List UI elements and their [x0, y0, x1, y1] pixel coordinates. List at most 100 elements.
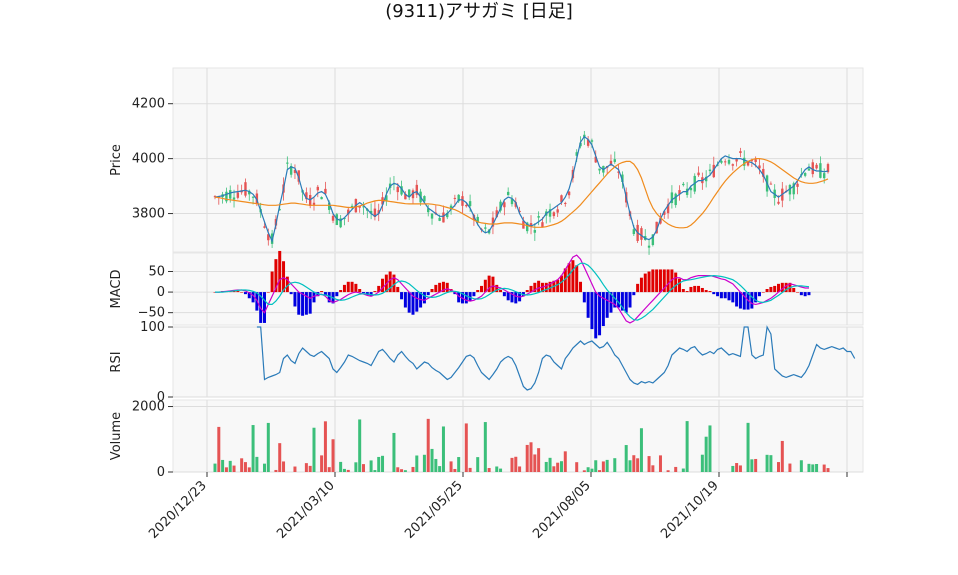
macd-hist-bar	[266, 292, 270, 293]
volume-bar	[556, 462, 560, 472]
macd-hist-bar	[666, 269, 670, 293]
macd-hist-bar	[624, 292, 628, 313]
candle-body	[461, 196, 464, 206]
candle-body	[815, 164, 818, 169]
candle-body	[769, 183, 773, 185]
macd-hist-bar	[708, 291, 712, 293]
candle-body	[564, 202, 567, 204]
macd-hist-bar	[468, 292, 472, 302]
volume-bar	[323, 421, 327, 472]
candle-body	[244, 182, 247, 196]
macd-hist-bar	[358, 289, 362, 293]
candle-body	[446, 212, 449, 218]
macd-hist-bar	[655, 269, 659, 293]
macd-hist-bar	[396, 286, 400, 293]
macd-hist-bar	[719, 292, 723, 299]
volume-bar	[594, 460, 598, 472]
macd-hist-bar	[361, 292, 365, 294]
candle-body	[514, 202, 517, 207]
x-tick-label: 2021/03/10	[274, 478, 338, 542]
price-ma-long-line	[214, 158, 829, 229]
macd-hist-bar	[472, 292, 476, 297]
candle-body	[617, 171, 620, 173]
volume-ytick-label: 2000	[132, 400, 165, 415]
volume-bar	[822, 464, 826, 472]
candle-body	[537, 216, 540, 218]
price-ma-short-line	[214, 135, 829, 243]
volume-bar	[308, 465, 312, 472]
macd-hist-bar	[262, 292, 266, 323]
volume-bar	[746, 422, 750, 472]
candle-body	[541, 222, 544, 227]
candle-body	[567, 191, 571, 196]
candle-body	[396, 186, 399, 193]
macd-hist-bar	[453, 292, 457, 295]
volume-ytick-label: 0	[157, 465, 165, 480]
macd-hist-bar	[495, 284, 499, 293]
macd-hist-bar	[601, 292, 605, 327]
candle-body	[286, 162, 289, 164]
candle-body	[613, 159, 616, 162]
macd-hist-bar	[723, 292, 727, 299]
macd-hist-bar	[342, 284, 346, 293]
macd-hist-bar	[400, 292, 404, 300]
volume-bar	[533, 454, 537, 472]
macd-hist-bar	[575, 265, 579, 293]
macd-hist-bar	[792, 287, 796, 293]
macd-hist-bar	[731, 292, 735, 303]
candle-body	[723, 161, 727, 163]
volume-bar	[358, 419, 362, 472]
candle-body	[495, 210, 498, 218]
macd-hist-bar	[422, 292, 426, 304]
macd-hist-bar	[605, 292, 609, 318]
candle-body	[427, 208, 430, 213]
candle-body	[762, 168, 765, 177]
candle-body	[594, 156, 597, 163]
rsi-panel-bg	[172, 326, 864, 398]
volume-bar	[327, 467, 331, 472]
macd-hist-bar	[243, 292, 247, 295]
volume-bar	[765, 454, 769, 472]
candle-body	[248, 190, 251, 195]
candle-body	[552, 212, 556, 217]
volume-bar	[636, 458, 640, 472]
volume-bar	[750, 459, 754, 472]
candle-body	[308, 194, 312, 206]
macd-hist-bar	[289, 292, 293, 295]
candle-body	[377, 210, 380, 214]
volume-bar	[525, 444, 529, 472]
volume-bar	[598, 470, 602, 472]
volume-bar	[457, 457, 461, 472]
macd-hist-bar	[346, 281, 350, 293]
candle-body	[750, 160, 754, 162]
price-panel-bg	[172, 67, 864, 253]
macd-hist-bar	[632, 292, 636, 296]
volume-bar	[544, 461, 548, 472]
candle-body	[499, 201, 502, 211]
macd-hist-bar	[320, 291, 324, 293]
candle-body	[411, 190, 415, 199]
volume-bar	[647, 456, 651, 472]
macd-hist-bar	[282, 261, 286, 293]
macd-hist-bar	[434, 284, 438, 293]
volume-bar	[495, 466, 499, 472]
macd-hist-bar	[674, 272, 678, 293]
volume-bar	[266, 422, 270, 472]
macd-hist-bar	[236, 291, 240, 293]
macd-hist-bar	[533, 282, 537, 293]
candle-body	[682, 183, 685, 186]
volume-bar	[735, 463, 739, 472]
macd-hist-bar	[571, 260, 575, 293]
macd-hist-bar	[278, 250, 282, 293]
macd-ytick-label: 50	[148, 265, 165, 280]
macd-hist-bar	[301, 292, 305, 316]
candle-body	[347, 209, 350, 215]
volume-bar	[377, 456, 381, 472]
candle-body	[663, 211, 666, 215]
volume-bar	[213, 463, 217, 472]
macd-hist-bar	[586, 292, 590, 318]
candle-body	[362, 206, 365, 208]
candle-body	[727, 159, 731, 164]
candle-body	[468, 201, 472, 207]
candle-body	[278, 209, 281, 211]
